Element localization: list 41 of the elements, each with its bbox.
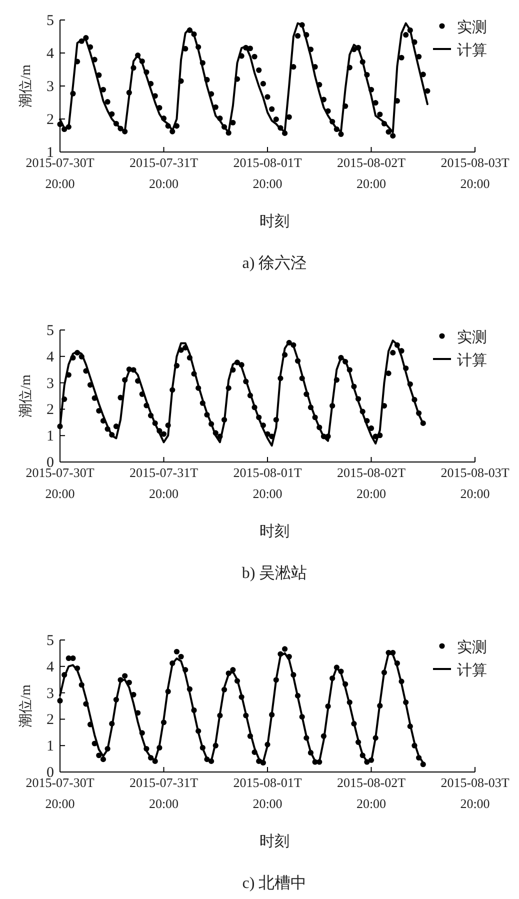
- y-tick-label: 1: [46, 738, 54, 755]
- y-tick-label: 2: [46, 402, 54, 418]
- y-tick-label: 3: [46, 686, 54, 702]
- y-tick-label: 5: [46, 633, 54, 649]
- legend-label: 实测: [457, 19, 487, 36]
- text: a) 徐六泾: [242, 254, 307, 272]
- y-tick-label: 4: [46, 349, 54, 366]
- y-tick-label: 4: [46, 659, 54, 676]
- x-tick-label: 2015-08-01T 20:00: [233, 155, 302, 191]
- legend-label: 计算: [457, 42, 487, 59]
- text: b) 吴淞站: [242, 564, 308, 582]
- x-tick-label: 2015-08-03T 20:00: [440, 775, 510, 811]
- text: c) 北槽中: [242, 874, 307, 892]
- x-axis-title: 时刻: [260, 833, 290, 850]
- x-tick-label: 2015-08-02T 20:00: [336, 155, 406, 191]
- legend-label: 实测: [457, 639, 487, 656]
- y-axis-title: 潮位/m: [18, 684, 34, 728]
- x-tick-label: 2015-08-01T 20:00: [233, 465, 302, 501]
- y-tick-label: 2: [46, 112, 54, 128]
- x-axis-title: 时刻: [260, 213, 290, 230]
- x-tick-label: 2015-07-31T 20:00: [129, 775, 198, 811]
- legend-label: 计算: [457, 352, 487, 369]
- x-axis-title: 时刻: [260, 523, 290, 540]
- x-tick-label: 2015-07-31T 20:00: [129, 155, 198, 191]
- legend-label: 计算: [457, 662, 487, 679]
- y-tick-label: 3: [46, 79, 54, 95]
- y-tick-label: 1: [46, 428, 54, 445]
- x-tick-label: 2015-08-02T 20:00: [336, 775, 406, 811]
- x-tick-label: 2015-08-03T 20:00: [440, 465, 510, 501]
- legend-label: 实测: [457, 329, 487, 346]
- x-tick-label: 2015-07-31T 20:00: [129, 465, 198, 501]
- y-axis-title: 潮位/m: [18, 64, 34, 108]
- x-tick-label: 2015-08-02T 20:00: [336, 465, 406, 501]
- y-tick-label: 5: [46, 13, 54, 29]
- y-tick-label: 2: [46, 712, 54, 728]
- y-axis-title: 潮位/m: [18, 374, 34, 418]
- x-tick-label: 2015-08-03T 20:00: [440, 155, 510, 191]
- y-tick-label: 4: [46, 46, 54, 62]
- x-tick-label: 2015-08-01T 20:00: [233, 775, 302, 811]
- y-tick-label: 5: [46, 323, 54, 339]
- y-tick-label: 3: [46, 376, 54, 392]
